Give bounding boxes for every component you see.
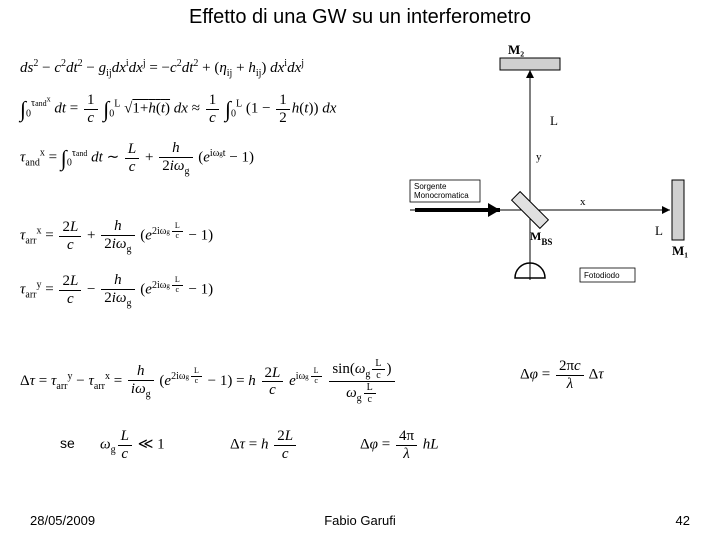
se-label: se: [60, 435, 75, 451]
x-axis-label: x: [580, 196, 586, 208]
MBS-label: MBS: [530, 229, 552, 247]
eq-delta-tau: Δτ = τarry − τarrx = hiωg (e2iωgLc − 1) …: [20, 358, 397, 405]
source-label-1: Sorgente: [414, 182, 447, 191]
eq-metric: ds2 − c2dt2 − gijdxidxj = −c2dt2 + (ηij …: [20, 58, 304, 79]
eq-tau-arr-y: τarry = 2Lc − h2iωg (e2iωgLc − 1): [20, 272, 213, 309]
eq-dtau-approx: Δτ = h 2Lc: [230, 428, 298, 462]
eq-integral: ∫0τandx dt = 1c ∫0L √1+h(t) dx ≈ 1c ∫0L …: [20, 92, 336, 126]
M2-label: M₂: [508, 42, 524, 57]
y-axis-label: y: [536, 151, 542, 163]
photodiode-label: Fotodiodo: [584, 271, 620, 280]
M1-label: M₁: [672, 243, 688, 258]
footer-page: 42: [676, 513, 690, 528]
slide-title: Effetto di una GW su un interferometro: [0, 6, 720, 29]
interferometer-diagram: x y L L M₂ M₁ MBS Fotodiodo Sorgente Mon…: [380, 40, 700, 300]
eq-delta-phi: Δφ = 2πcλ Δτ: [520, 358, 604, 392]
footer-author: Fabio Garufi: [0, 513, 720, 528]
source-label-2: Monocromatica: [414, 191, 469, 200]
eq-condition: ωgLc ≪ 1: [100, 428, 165, 462]
L-label-x: L: [655, 223, 663, 238]
eq-tau-arr-x: τarrx = 2Lc + h2iωg (e2iωgLc − 1): [20, 218, 213, 255]
eq-dphi-approx: Δφ = 4πλ hL: [360, 428, 439, 462]
eq-tau-and: τandx = ∫0τand dt ∼ Lc + h2iωg (eiωgt − …: [20, 140, 254, 177]
L-label-y: L: [550, 113, 558, 128]
